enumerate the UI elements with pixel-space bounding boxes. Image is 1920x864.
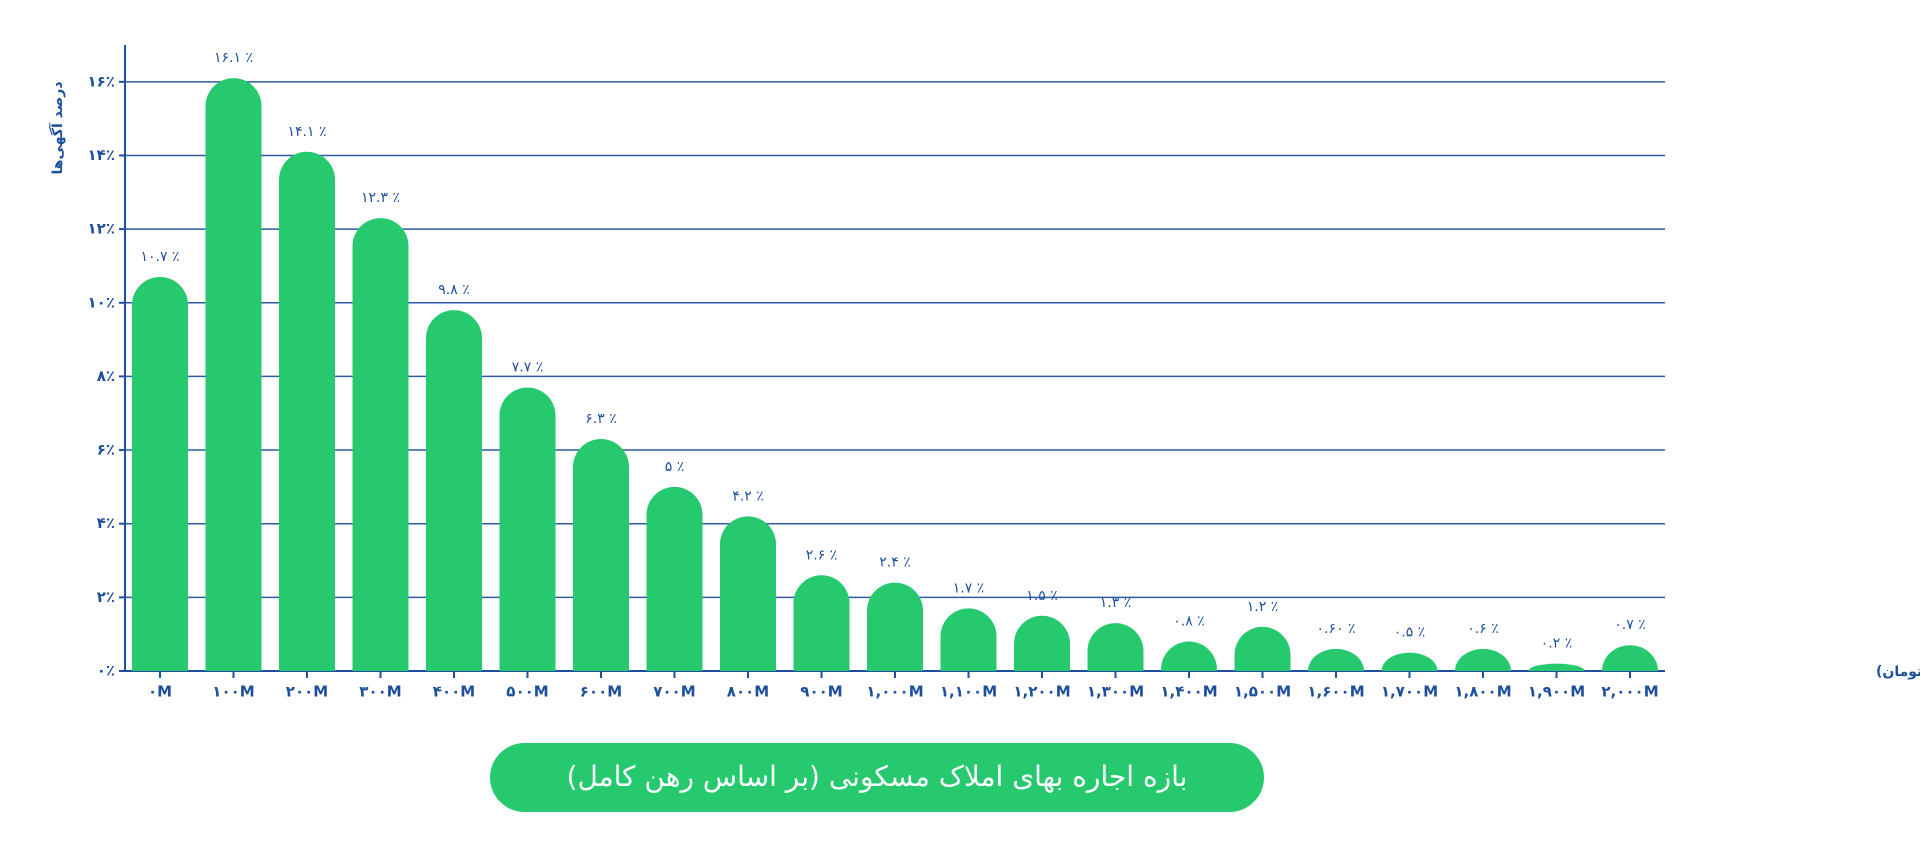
x-axis-label: قیمت رهن کامل ( میلیون تومان) — [1876, 664, 1920, 680]
y-tick-label: ۴٪ — [97, 514, 115, 532]
value-label: ۰.۶ ٪ — [1467, 621, 1498, 637]
bar — [1234, 626, 1291, 671]
bar — [1455, 648, 1511, 671]
value-label: ۰.۵ ٪ — [1394, 625, 1425, 641]
x-tick-label: ۱,۵۰۰M — [1234, 683, 1291, 701]
y-tick-label: ۱۲٪ — [88, 220, 115, 238]
y-tick-label: ۰٪ — [97, 662, 115, 680]
x-tick-label: ۵۰۰M — [506, 683, 548, 701]
value-label: ۱۶.۱ ٪ — [214, 50, 253, 66]
x-tick-label: ۱,۶۰۰M — [1307, 683, 1364, 701]
bar — [499, 387, 556, 671]
x-tick-label: ۱,۴۰۰M — [1160, 683, 1217, 701]
bar — [793, 575, 850, 671]
x-tick-label: ۱,۳۰۰M — [1087, 683, 1144, 701]
bar — [352, 218, 409, 671]
x-tick-label: ۸۰۰M — [727, 683, 769, 701]
value-label: ۱.۷ ٪ — [953, 580, 984, 596]
value-label: ۱۴.۱ ٪ — [288, 124, 327, 140]
y-tick-label: ۸٪ — [97, 367, 115, 385]
bar — [1014, 615, 1070, 671]
x-tick-label: ۷۰۰M — [653, 683, 695, 701]
value-label: ۱۰.۷ ٪ — [141, 249, 180, 265]
value-label: ۱۲.۳ ٪ — [361, 190, 400, 206]
x-tick-label: ۱,۷۰۰M — [1381, 683, 1438, 701]
chart-title: بازه اجاره بهای املاک مسکونی (بر اساس ره… — [567, 760, 1188, 793]
bar — [132, 276, 188, 671]
bar — [1161, 641, 1217, 671]
value-label: ۶.۳ ٪ — [585, 411, 616, 427]
title-pill — [490, 743, 1264, 812]
bar — [646, 486, 703, 671]
x-tick-label: ۴۰۰M — [433, 683, 475, 701]
y-tick-label: ۱۰٪ — [88, 293, 115, 311]
value-label: ۰.۲ ٪ — [1541, 636, 1572, 652]
x-tick-label: ۱,۱۰۰M — [940, 683, 997, 701]
x-tick-label: ۱,۰۰۰M — [866, 683, 923, 701]
bar — [1381, 652, 1438, 671]
y-tick-label: ۶٪ — [97, 441, 115, 459]
bar — [426, 310, 482, 671]
value-label: ۰.۶۰ ٪ — [1317, 621, 1356, 637]
x-tick-label: ۲۰۰M — [286, 683, 328, 701]
value-label: ۲.۴ ٪ — [879, 555, 910, 571]
x-tick-label: ۲,۰۰۰M — [1601, 683, 1658, 701]
bar — [867, 582, 923, 671]
y-tick-label: ۱۴٪ — [88, 146, 115, 164]
y-axis-label: درصد آگهی‌ها — [48, 81, 66, 174]
value-label: ۱.۲ ٪ — [1247, 599, 1278, 615]
value-label: ۰.۷ ٪ — [1614, 617, 1645, 633]
bar — [573, 439, 629, 671]
value-label: ۴.۲ ٪ — [732, 488, 763, 504]
bar — [940, 608, 997, 671]
y-tick-label: ۲٪ — [97, 588, 115, 606]
x-tick-label: ۰M — [148, 683, 172, 701]
value-label: ۵ ٪ — [665, 459, 685, 475]
y-tick-label: ۱۶٪ — [88, 72, 115, 90]
value-label: ۱.۵ ٪ — [1026, 588, 1057, 604]
value-label: ۹.۸ ٪ — [438, 282, 469, 298]
bar — [1602, 645, 1658, 671]
value-label: ۲.۶ ٪ — [806, 547, 837, 563]
bar — [1308, 648, 1364, 671]
x-tick-label: ۱,۲۰۰M — [1013, 683, 1070, 701]
bar — [1528, 663, 1585, 671]
value-label: ۷.۷ ٪ — [512, 359, 543, 375]
bar — [279, 151, 335, 672]
x-tick-label: ۱۰۰M — [212, 683, 254, 701]
bar — [720, 516, 776, 671]
x-tick-label: ۹۰۰M — [800, 683, 842, 701]
x-tick-label: ۶۰۰M — [580, 683, 622, 701]
value-label: ۱.۳ ٪ — [1100, 595, 1131, 611]
x-tick-label: ۱,۸۰۰M — [1454, 683, 1511, 701]
bar — [205, 78, 262, 672]
value-label: ۰.۸ ٪ — [1173, 614, 1204, 630]
bar — [1087, 623, 1144, 671]
x-tick-label: ۳۰۰M — [359, 683, 401, 701]
x-tick-label: ۱,۹۰۰M — [1528, 683, 1585, 701]
